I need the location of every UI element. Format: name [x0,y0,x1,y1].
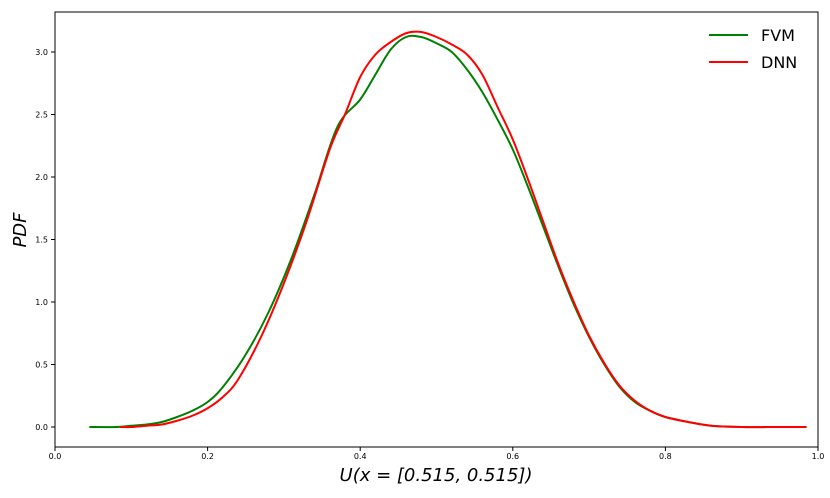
y-tick-label: 0.0 [35,423,48,432]
y-tick-label: 3.0 [35,48,48,57]
x-axis-ticks: 0.0 0.2 0.4 0.6 0.8 1.0 [49,447,825,461]
x-tick-label: 0.0 [49,452,62,461]
legend: FVM DNN [709,26,797,72]
y-axis-ticks: 0.0 0.5 1.0 1.5 2.0 2.5 3.0 [35,48,55,432]
y-tick-label: 1.5 [35,236,48,245]
y-tick-label: 0.5 [35,361,48,370]
plot-frame [54,11,819,448]
legend-label-dnn: DNN [761,53,797,72]
series-line-dnn [119,30,807,429]
legend-label-fvm: FVM [761,26,795,45]
x-tick-label: 0.2 [201,452,214,461]
series-lines [89,30,807,429]
x-tick-label: 0.4 [354,452,367,461]
x-tick-label: 1.0 [812,452,825,461]
y-tick-label: 2.5 [35,111,48,120]
x-tick-label: 0.8 [659,452,672,461]
y-axis-label: PDF [10,212,31,248]
y-tick-label: 2.0 [35,173,48,182]
series-line-fvm [89,34,807,429]
x-tick-label: 0.6 [506,452,519,461]
y-tick-label: 1.0 [35,298,48,307]
x-axis-label: U(x = [0.515, 0.515]) [340,465,533,486]
